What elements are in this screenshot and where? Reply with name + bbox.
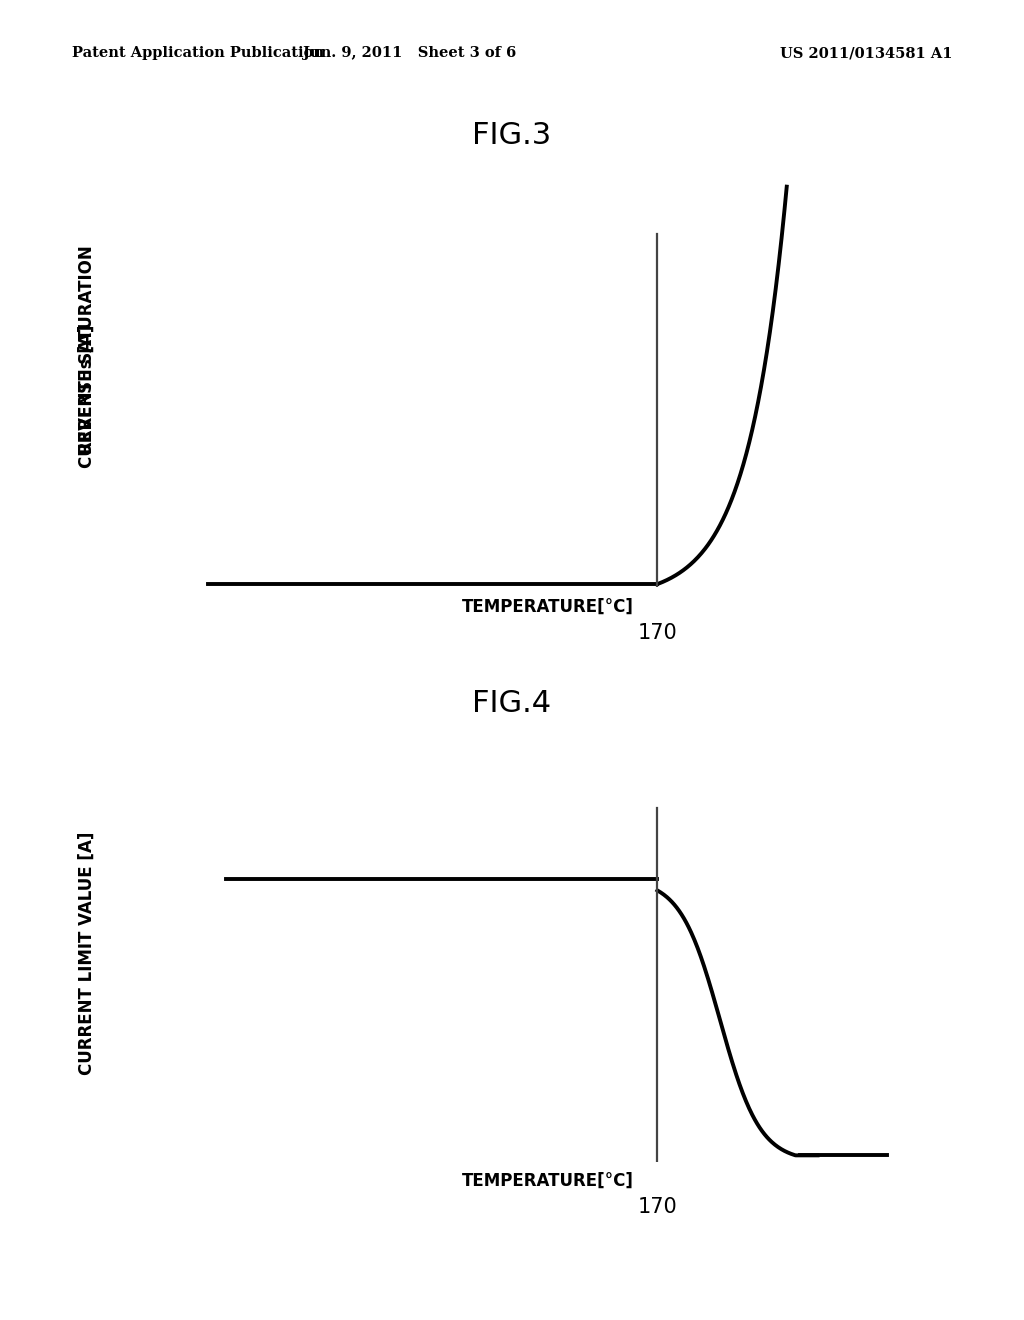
Text: Jun. 9, 2011   Sheet 3 of 6: Jun. 9, 2011 Sheet 3 of 6 xyxy=(303,46,516,61)
Text: 170: 170 xyxy=(638,623,677,643)
Text: FIG.4: FIG.4 xyxy=(472,689,552,718)
Text: 170: 170 xyxy=(638,1197,677,1217)
Text: TEMPERATURE[°C]: TEMPERATURE[°C] xyxy=(462,1172,634,1191)
Text: REVERSE SATURATION: REVERSE SATURATION xyxy=(78,246,96,454)
Text: CURRENT Is [A]: CURRENT Is [A] xyxy=(78,325,96,467)
Text: TEMPERATURE[°C]: TEMPERATURE[°C] xyxy=(462,598,634,616)
Text: FIG.3: FIG.3 xyxy=(472,121,552,150)
Text: US 2011/0134581 A1: US 2011/0134581 A1 xyxy=(780,46,952,61)
Text: CURRENT LIMIT VALUE [A]: CURRENT LIMIT VALUE [A] xyxy=(78,832,96,1074)
Text: Patent Application Publication: Patent Application Publication xyxy=(72,46,324,61)
